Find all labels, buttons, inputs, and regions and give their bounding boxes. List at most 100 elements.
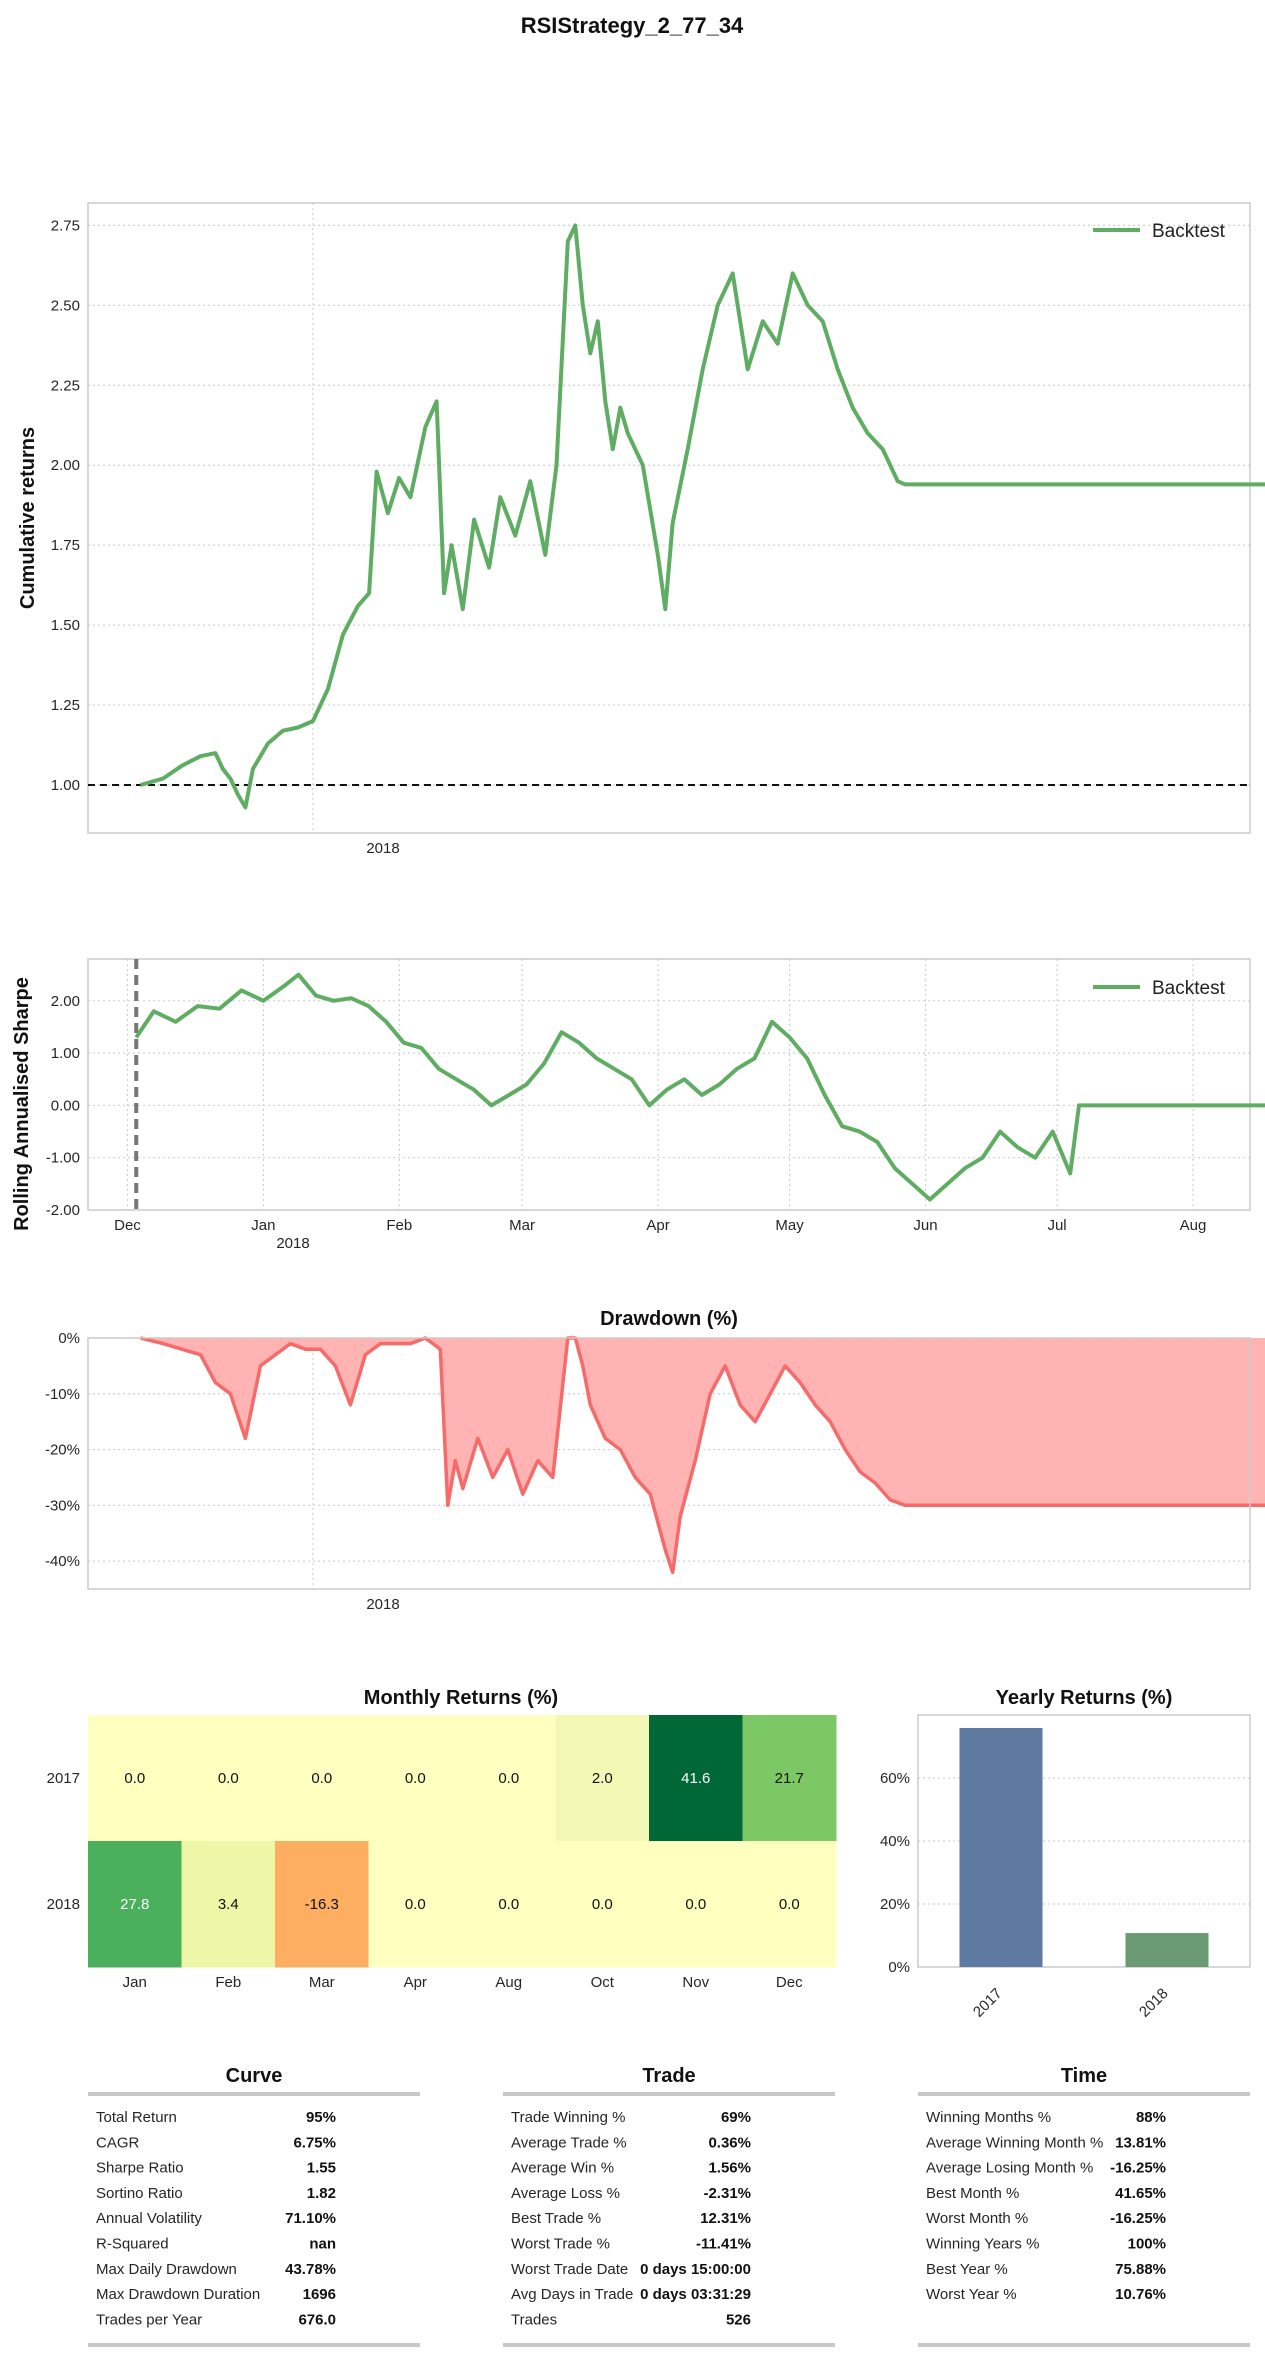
stats-row-value: 6.75% bbox=[293, 2134, 336, 2151]
stats-row-label: Avg Days in Trade bbox=[511, 2286, 633, 2303]
cumulative-frame bbox=[87, 202, 1251, 834]
drawdown-frame bbox=[87, 1337, 1251, 1590]
yearly-x-tick-label: 2017 bbox=[970, 1985, 1006, 2021]
heatmap-cell-value: 0.0 bbox=[498, 1770, 519, 1787]
stats-table-title: Time bbox=[1061, 2065, 1107, 2087]
stats-row-value: nan bbox=[309, 2236, 336, 2253]
heatmap-col-label: Jan bbox=[123, 1974, 147, 1991]
stats-row-value: 10.76% bbox=[1115, 2286, 1166, 2303]
heatmap-cell bbox=[462, 1841, 556, 1968]
drawdown-y-ticks: 0% -10% -20% -30% -40% bbox=[45, 1330, 80, 1570]
stats-row-label: Worst Year % bbox=[926, 2286, 1017, 2303]
drawdown-series-line bbox=[140, 1336, 1265, 1575]
stats-row-value: 0.36% bbox=[708, 2134, 751, 2151]
stats-row-value: 526 bbox=[726, 2311, 751, 2328]
cumulative-y-tick-label: 2.75 bbox=[51, 217, 80, 234]
stats-row-value: 1.56% bbox=[708, 2160, 751, 2177]
heatmap-cell bbox=[368, 1715, 463, 1842]
stats-row-value: 69% bbox=[721, 2109, 751, 2126]
stats-row-label: Winning Months % bbox=[926, 2109, 1051, 2126]
yearly-bar bbox=[1125, 1933, 1209, 1967]
stats-row-label: Average Loss % bbox=[511, 2185, 620, 2202]
sharpe-x-tick-label: Jul bbox=[1047, 1217, 1066, 1234]
drawdown-y-tick-label: -30% bbox=[45, 1497, 80, 1514]
heatmap-cell-value: 27.8 bbox=[120, 1896, 149, 1913]
stats-row-label: Worst Trade % bbox=[511, 2236, 610, 2253]
heatmap-cell-value: 21.7 bbox=[775, 1770, 804, 1787]
stats-row-value: -11.41% bbox=[696, 2236, 751, 2253]
sharpe-x-tick-label: Feb bbox=[386, 1217, 412, 1234]
yearly-returns-chart: Yearly Returns (%) 0% 20% 40% 60% 2017 2018 bbox=[880, 1687, 1251, 2021]
cumulative-returns-chart: 1.00 1.25 1.50 1.75 2.00 2.25 2.50 2.75 2018 Cu… bbox=[17, 202, 1265, 857]
sharpe-x-tick-label: Jun bbox=[913, 1217, 937, 1234]
sharpe-x-tick-label: May bbox=[775, 1217, 804, 1234]
drawdown-y-tick-label: -20% bbox=[45, 1442, 80, 1459]
stats-row-label: Max Drawdown Duration bbox=[96, 2286, 260, 2303]
stats-row-label: Total Return bbox=[96, 2109, 177, 2126]
sharpe-y-tick-label: 1.00 bbox=[51, 1045, 80, 1062]
stats-row-value: 0 days 15:00:00 bbox=[640, 2261, 751, 2278]
stats-row-value: 95% bbox=[306, 2109, 336, 2126]
stats-row-value: 88% bbox=[1136, 2109, 1166, 2126]
sharpe-y-ticks: -2.00 -1.00 0.00 1.00 2.00 bbox=[46, 993, 80, 1219]
heatmap-cell-value: 3.4 bbox=[218, 1896, 239, 1913]
yearly-y-tick-label: 0% bbox=[888, 1959, 910, 1976]
stats-row-label: Winning Years % bbox=[926, 2236, 1039, 2253]
heatmap-cell-value: 0.0 bbox=[124, 1770, 145, 1787]
heatmap-cell bbox=[555, 1841, 650, 1968]
cumulative-y-tick-label: 2.25 bbox=[51, 377, 80, 394]
sharpe-legend: Backtest bbox=[1093, 978, 1226, 999]
stats-row-label: Trades per Year bbox=[96, 2311, 202, 2328]
stats-row-label: Worst Trade Date bbox=[511, 2261, 628, 2278]
sharpe-gridlines bbox=[88, 959, 1250, 1211]
heatmap-cell-value: 41.6 bbox=[681, 1770, 710, 1787]
sharpe-y-tick-label: 2.00 bbox=[51, 993, 80, 1010]
stats-row-label: Average Losing Month % bbox=[926, 2160, 1093, 2177]
heatmap-cell bbox=[181, 1841, 276, 1968]
rolling-sharpe-chart: -2.00 -1.00 0.00 1.00 2.00 Dec Jan Feb Mar Apr Ma… bbox=[11, 958, 1265, 1252]
heatmap-col-label: Nov bbox=[682, 1974, 709, 1991]
heatmap-cell bbox=[275, 1841, 369, 1968]
yearly-x-tick-label: 2018 bbox=[1136, 1985, 1172, 2021]
cumulative-y-ticks: 1.00 1.25 1.50 1.75 2.00 2.25 2.50 2.75 bbox=[51, 217, 80, 794]
sharpe-y-tick-label: -2.00 bbox=[46, 1202, 80, 1219]
stats-row-value: 676.0 bbox=[298, 2311, 336, 2328]
stats-row-value: 75.88% bbox=[1115, 2261, 1166, 2278]
sharpe-x-tick-label: Jan bbox=[251, 1217, 275, 1234]
heatmap-cell-value: 0.0 bbox=[779, 1896, 800, 1913]
heatmap-cell bbox=[275, 1715, 369, 1842]
heatmap-cell bbox=[742, 1715, 837, 1842]
stats-row-value: 43.78% bbox=[285, 2261, 336, 2278]
drawdown-y-tick-label: -10% bbox=[45, 1386, 80, 1403]
stats-row-label: Max Daily Drawdown bbox=[96, 2261, 237, 2278]
yearly-y-tick-label: 40% bbox=[880, 1833, 910, 1850]
sharpe-x-tick-label: Apr bbox=[646, 1217, 669, 1234]
stats-row-label: CAGR bbox=[96, 2134, 140, 2151]
stats-table-title: Trade bbox=[642, 2065, 695, 2087]
drawdown-y-tick-label: 0% bbox=[58, 1330, 80, 1347]
stats-row-value: 1.55 bbox=[307, 2160, 336, 2177]
heatmap-cell-value: 0.0 bbox=[405, 1770, 426, 1787]
cumulative-legend-label: Backtest bbox=[1152, 221, 1226, 242]
heatmap-title: Monthly Returns (%) bbox=[364, 1687, 558, 1709]
stats-row-value: 71.10% bbox=[285, 2210, 336, 2227]
heatmap-cell bbox=[649, 1841, 743, 1968]
sharpe-x-tick-label: Dec bbox=[114, 1217, 141, 1234]
sharpe-series-line bbox=[134, 972, 1265, 1202]
stats-row-label: Average Winning Month % bbox=[926, 2134, 1103, 2151]
yearly-bars: 2017 2018 bbox=[959, 1727, 1209, 2021]
heatmap-row-label: 2017 bbox=[47, 1770, 80, 1787]
heatmap-cell-value: 0.0 bbox=[218, 1770, 239, 1787]
sharpe-y-tick-label: -1.00 bbox=[46, 1150, 80, 1167]
sharpe-y-axis-label: Rolling Annualised Sharpe bbox=[11, 977, 33, 1231]
cumulative-y-tick-label: 1.00 bbox=[51, 777, 80, 794]
heatmap-cell bbox=[181, 1715, 276, 1842]
stats-row-label: Best Year % bbox=[926, 2261, 1008, 2278]
heatmap-cell-value: 0.0 bbox=[405, 1896, 426, 1913]
heatmap-cell-value: -16.3 bbox=[305, 1896, 339, 1913]
stats-row-label: Best Month % bbox=[926, 2185, 1019, 2202]
sharpe-x-tick-label: Aug bbox=[1180, 1217, 1207, 1234]
drawdown-area bbox=[140, 1338, 1265, 1573]
stats-row-value: 13.81% bbox=[1115, 2134, 1166, 2151]
yearly-bar bbox=[959, 1727, 1043, 1967]
